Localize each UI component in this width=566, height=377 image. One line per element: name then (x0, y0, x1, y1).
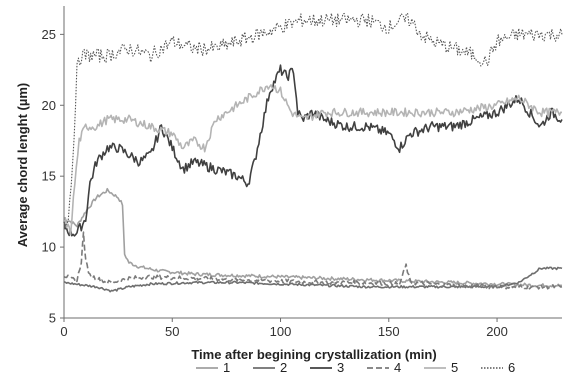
y-axis-title: Average chord lenght (µm) (15, 83, 30, 247)
y-tick-label: 15 (42, 169, 56, 184)
legend: 1 2 3 4 5 6 (196, 360, 515, 375)
x-tick-label: 100 (270, 324, 292, 339)
legend-label-2: 2 (280, 360, 287, 375)
x-axis-title: Time after begining crystallization (min… (191, 347, 436, 362)
series-line-2 (63, 266, 563, 293)
axes: 5 10 15 20 25 0 50 100 150 200 (42, 6, 562, 339)
y-tick-label: 25 (42, 27, 56, 42)
legend-label-3: 3 (337, 360, 344, 375)
series-line-3 (63, 64, 563, 237)
x-tick-label: 200 (486, 324, 508, 339)
series-line-1 (63, 187, 563, 288)
legend-label-5: 5 (451, 360, 458, 375)
y-tick-label: 5 (49, 311, 56, 326)
y-tick-label: 10 (42, 240, 56, 255)
series-line-4 (63, 231, 563, 290)
x-tick-label: 50 (165, 324, 179, 339)
x-tick-label: 150 (378, 324, 400, 339)
legend-label-1: 1 (223, 360, 230, 375)
series-line-6 (63, 12, 563, 226)
x-tick-label: 0 (60, 324, 67, 339)
series-line-5 (63, 84, 563, 236)
plot-area (63, 12, 563, 293)
legend-label-4: 4 (394, 360, 401, 375)
y-tick-label: 20 (42, 98, 56, 113)
legend-label-6: 6 (508, 360, 515, 375)
